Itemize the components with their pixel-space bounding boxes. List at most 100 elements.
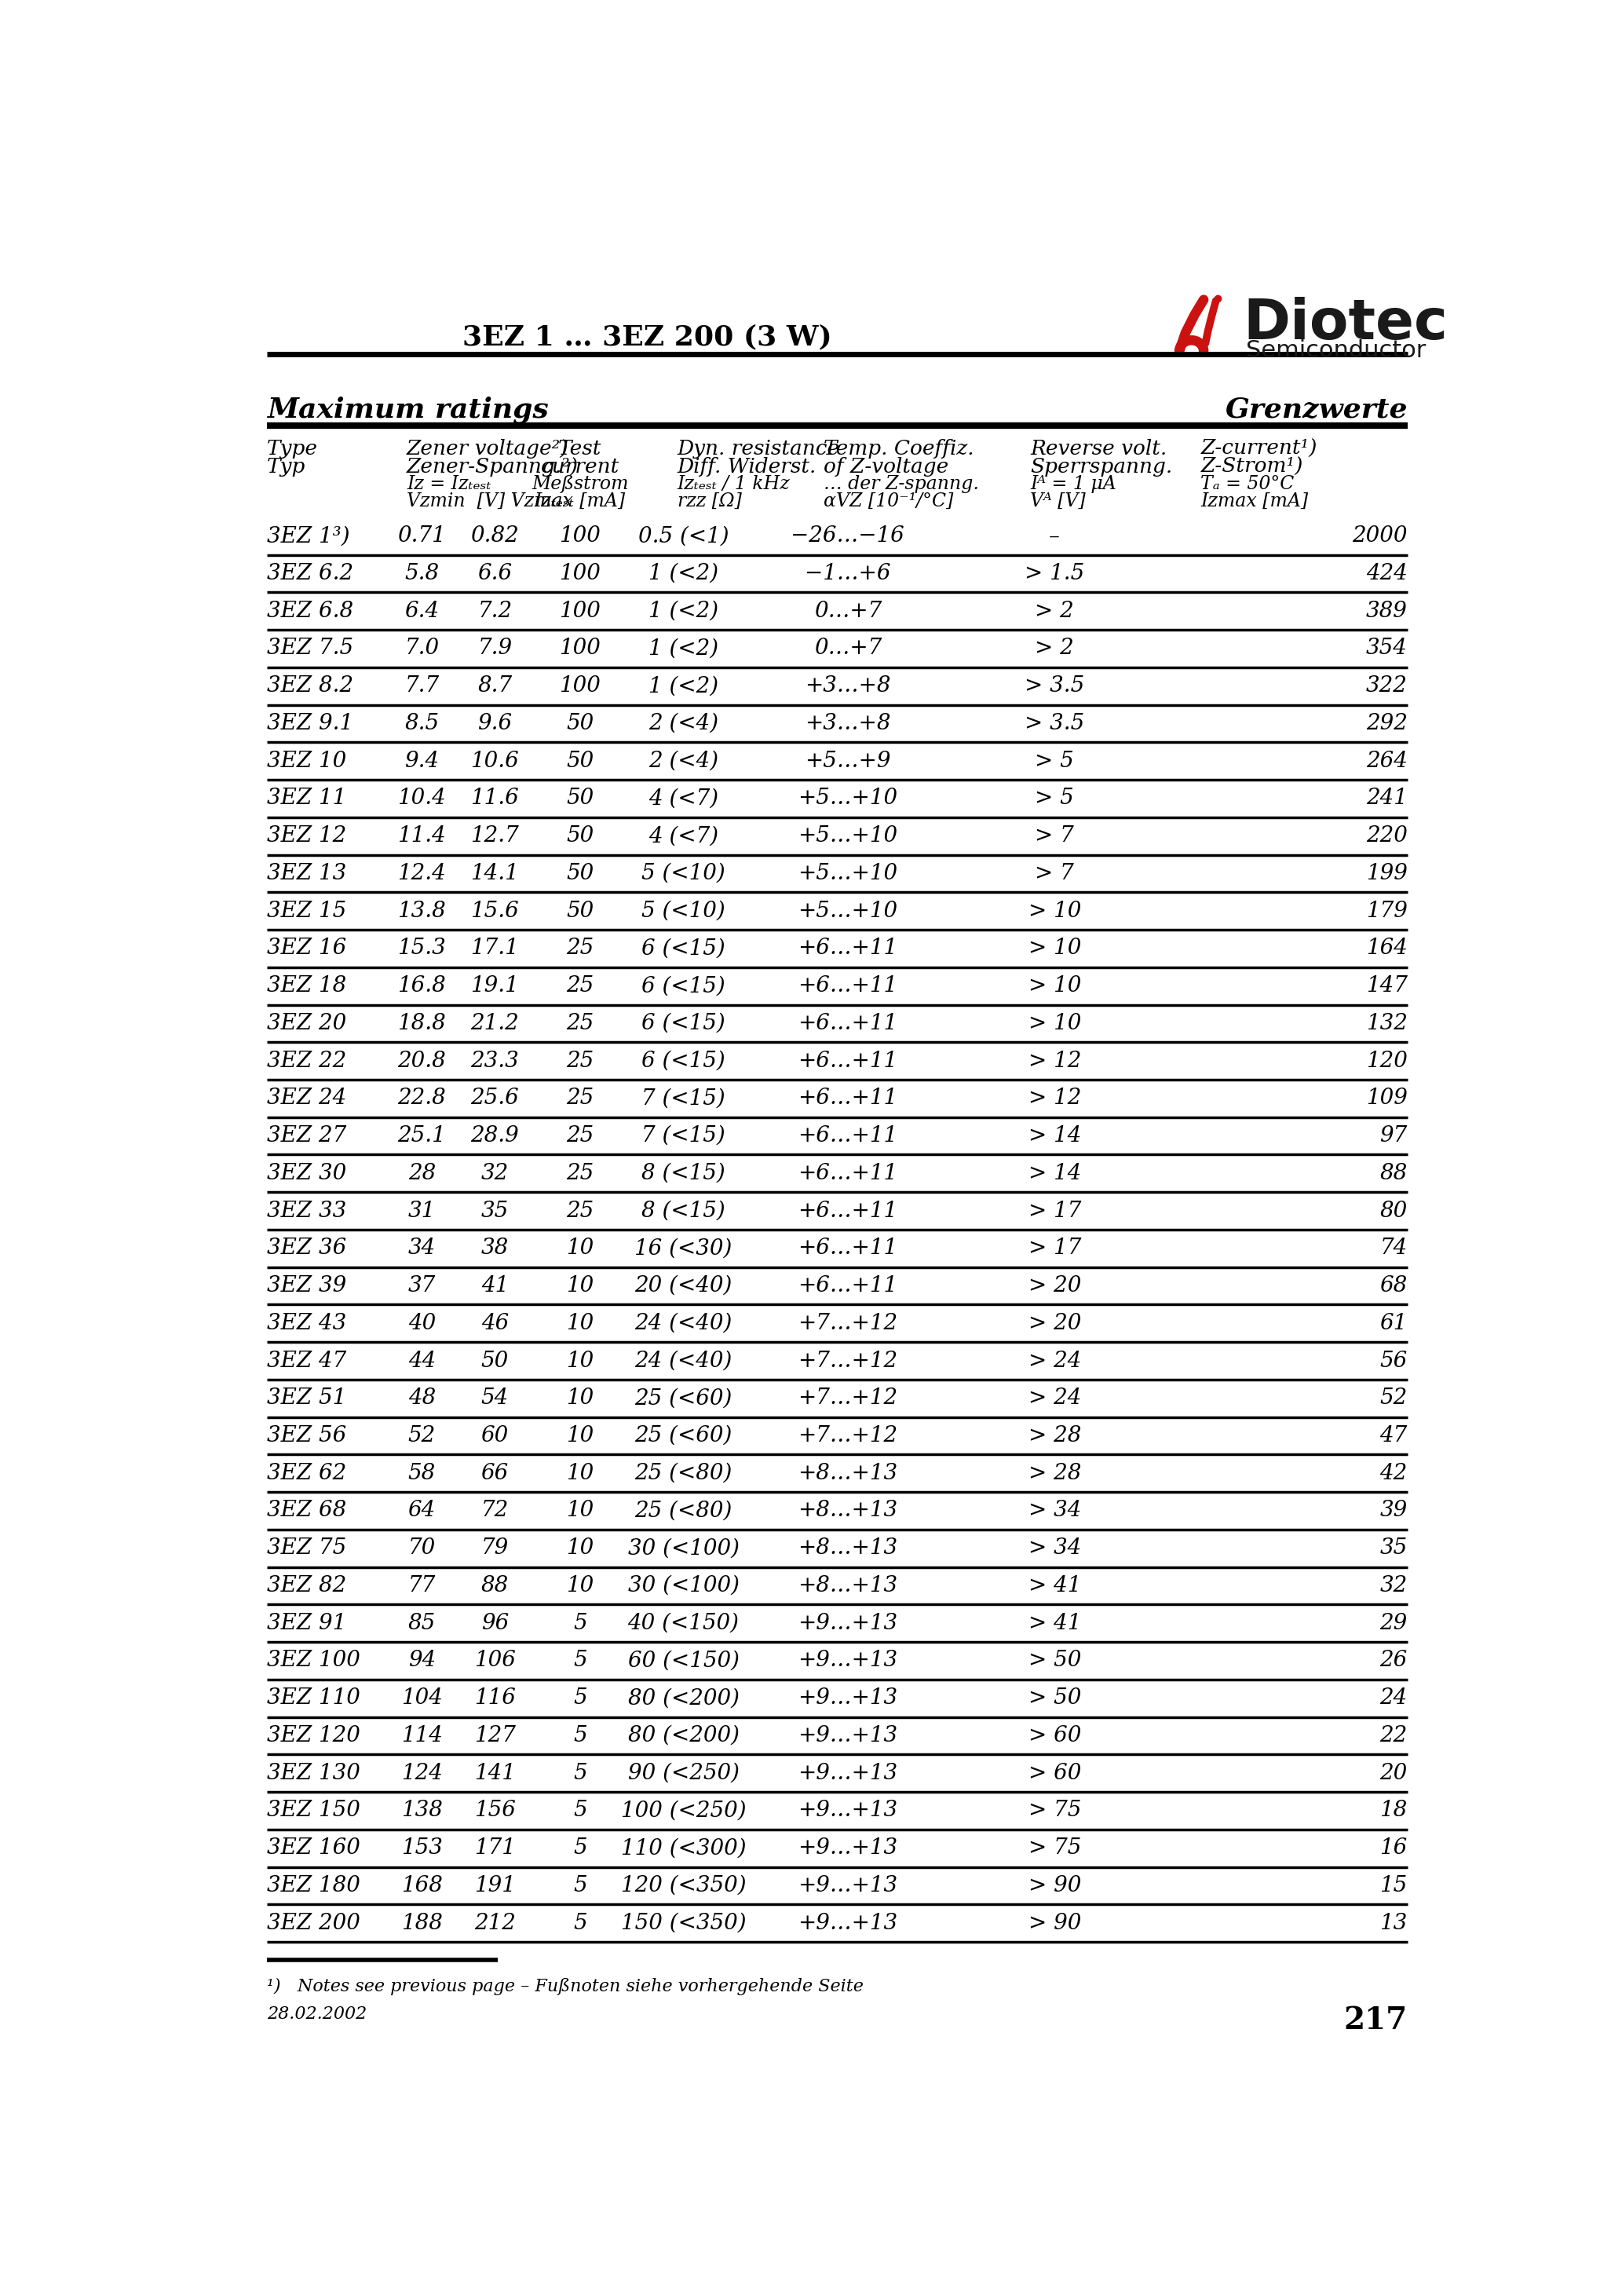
Text: 70: 70 <box>409 1538 436 1559</box>
Text: 13: 13 <box>1380 1913 1408 1933</box>
Text: 3EZ 16: 3EZ 16 <box>266 937 345 960</box>
Text: Sperrspanng.: Sperrspanng. <box>1030 457 1173 478</box>
Text: +9…+13: +9…+13 <box>798 1763 897 1784</box>
Text: Test: Test <box>558 439 602 459</box>
Text: 50: 50 <box>566 824 594 847</box>
Text: 199: 199 <box>1366 863 1408 884</box>
Text: 50: 50 <box>566 900 594 921</box>
Text: 0.71: 0.71 <box>397 526 446 546</box>
Text: 3EZ 160: 3EZ 160 <box>266 1837 360 1860</box>
Text: Z-Strom¹): Z-Strom¹) <box>1200 457 1302 478</box>
Text: 16: 16 <box>1380 1837 1408 1860</box>
Text: 23.3: 23.3 <box>470 1049 519 1072</box>
Text: 85: 85 <box>409 1612 436 1635</box>
Text: 3EZ 18: 3EZ 18 <box>266 976 345 996</box>
Text: +6…+11: +6…+11 <box>798 937 897 960</box>
Text: 15.3: 15.3 <box>397 937 446 960</box>
Text: 3EZ 75: 3EZ 75 <box>266 1538 345 1559</box>
Text: 5: 5 <box>573 1612 587 1635</box>
Text: 24 (<40): 24 (<40) <box>634 1350 732 1371</box>
Text: 25: 25 <box>566 976 594 996</box>
Text: Tₐ = 50°C: Tₐ = 50°C <box>1200 475 1294 494</box>
Text: 9.4: 9.4 <box>404 751 440 771</box>
Text: αVZ [10⁻¹/°C]: αVZ [10⁻¹/°C] <box>824 491 954 510</box>
Text: 10.4: 10.4 <box>397 788 446 808</box>
Text: > 10: > 10 <box>1028 937 1080 960</box>
Text: 7.2: 7.2 <box>477 602 513 622</box>
Text: +6…+11: +6…+11 <box>798 976 897 996</box>
Text: 164: 164 <box>1366 937 1408 960</box>
Text: 25: 25 <box>566 937 594 960</box>
Text: +6…+11: +6…+11 <box>798 1238 897 1258</box>
Text: 3EZ 11: 3EZ 11 <box>266 788 345 808</box>
Text: 0.82: 0.82 <box>470 526 519 546</box>
Text: +5…+10: +5…+10 <box>798 788 897 808</box>
Text: 25 (<80): 25 (<80) <box>634 1499 732 1522</box>
Text: +7…+12: +7…+12 <box>798 1313 897 1334</box>
Text: 50: 50 <box>566 714 594 735</box>
Text: Diotec: Diotec <box>1242 296 1448 351</box>
Text: +8…+13: +8…+13 <box>798 1463 897 1483</box>
Text: Meßstrom: Meßstrom <box>532 475 628 494</box>
Text: 3EZ 51: 3EZ 51 <box>266 1387 345 1410</box>
Text: 3EZ 1 … 3EZ 200 (3 W): 3EZ 1 … 3EZ 200 (3 W) <box>462 324 832 351</box>
Text: 35: 35 <box>1380 1538 1408 1559</box>
Text: 79: 79 <box>482 1538 509 1559</box>
Text: 3EZ 1³): 3EZ 1³) <box>266 526 350 546</box>
Text: 40: 40 <box>409 1313 436 1334</box>
Text: +7…+12: +7…+12 <box>798 1387 897 1410</box>
Text: > 24: > 24 <box>1028 1387 1080 1410</box>
Text: 3EZ 100: 3EZ 100 <box>266 1651 360 1671</box>
Text: 6 (<15): 6 (<15) <box>642 937 725 960</box>
Text: 138: 138 <box>401 1800 443 1821</box>
Text: 110 (<300): 110 (<300) <box>621 1837 746 1860</box>
Text: 3EZ 39: 3EZ 39 <box>266 1274 345 1297</box>
Text: +8…+13: +8…+13 <box>798 1499 897 1522</box>
Text: 68: 68 <box>1380 1274 1408 1297</box>
Text: 3EZ 82: 3EZ 82 <box>266 1575 345 1596</box>
Text: 50: 50 <box>566 863 594 884</box>
Text: > 60: > 60 <box>1028 1763 1080 1784</box>
Text: 37: 37 <box>409 1274 436 1297</box>
Text: 10: 10 <box>566 1538 594 1559</box>
Text: 24 (<40): 24 (<40) <box>634 1313 732 1334</box>
Text: +6…+11: +6…+11 <box>798 1274 897 1297</box>
Text: ¹)   Notes see previous page – Fußnoten siehe vorhergehende Seite: ¹) Notes see previous page – Fußnoten si… <box>266 1979 863 1995</box>
Text: 179: 179 <box>1366 900 1408 921</box>
Text: 30 (<100): 30 (<100) <box>628 1538 740 1559</box>
Text: 292: 292 <box>1366 714 1408 735</box>
Text: 60: 60 <box>482 1426 509 1446</box>
Text: 7 (<15): 7 (<15) <box>642 1088 725 1109</box>
Text: 42: 42 <box>1380 1463 1408 1483</box>
Text: 34: 34 <box>409 1238 436 1258</box>
Text: 3EZ 8.2: 3EZ 8.2 <box>266 675 354 696</box>
Text: 120 (<350): 120 (<350) <box>621 1876 746 1896</box>
Text: 3EZ 13: 3EZ 13 <box>266 863 345 884</box>
Text: 3EZ 6.2: 3EZ 6.2 <box>266 563 354 583</box>
Text: > 17: > 17 <box>1028 1201 1080 1221</box>
Text: +3…+8: +3…+8 <box>805 714 890 735</box>
Text: 424: 424 <box>1366 563 1408 583</box>
Text: 16 (<30): 16 (<30) <box>634 1238 732 1258</box>
Text: 96: 96 <box>482 1612 509 1635</box>
Text: +9…+13: +9…+13 <box>798 1651 897 1671</box>
Text: 15: 15 <box>1380 1876 1408 1896</box>
Text: 58: 58 <box>409 1463 436 1483</box>
Text: 220: 220 <box>1366 824 1408 847</box>
Text: 5: 5 <box>573 1913 587 1933</box>
Text: 6.6: 6.6 <box>477 563 513 583</box>
Text: 32: 32 <box>1380 1575 1408 1596</box>
Text: 3EZ 7.5: 3EZ 7.5 <box>266 638 354 659</box>
Text: 3EZ 200: 3EZ 200 <box>266 1913 360 1933</box>
Text: 11.4: 11.4 <box>397 824 446 847</box>
Text: 9.6: 9.6 <box>477 714 513 735</box>
Text: 25: 25 <box>566 1013 594 1033</box>
Text: Semiconductor: Semiconductor <box>1246 340 1426 363</box>
Text: 3EZ 130: 3EZ 130 <box>266 1763 360 1784</box>
Text: 13.8: 13.8 <box>397 900 446 921</box>
Text: 19.1: 19.1 <box>470 976 519 996</box>
Text: 188: 188 <box>401 1913 443 1933</box>
Text: 6 (<15): 6 (<15) <box>642 1049 725 1072</box>
Text: 1 (<2): 1 (<2) <box>649 563 719 583</box>
Text: 3EZ 9.1: 3EZ 9.1 <box>266 714 354 735</box>
